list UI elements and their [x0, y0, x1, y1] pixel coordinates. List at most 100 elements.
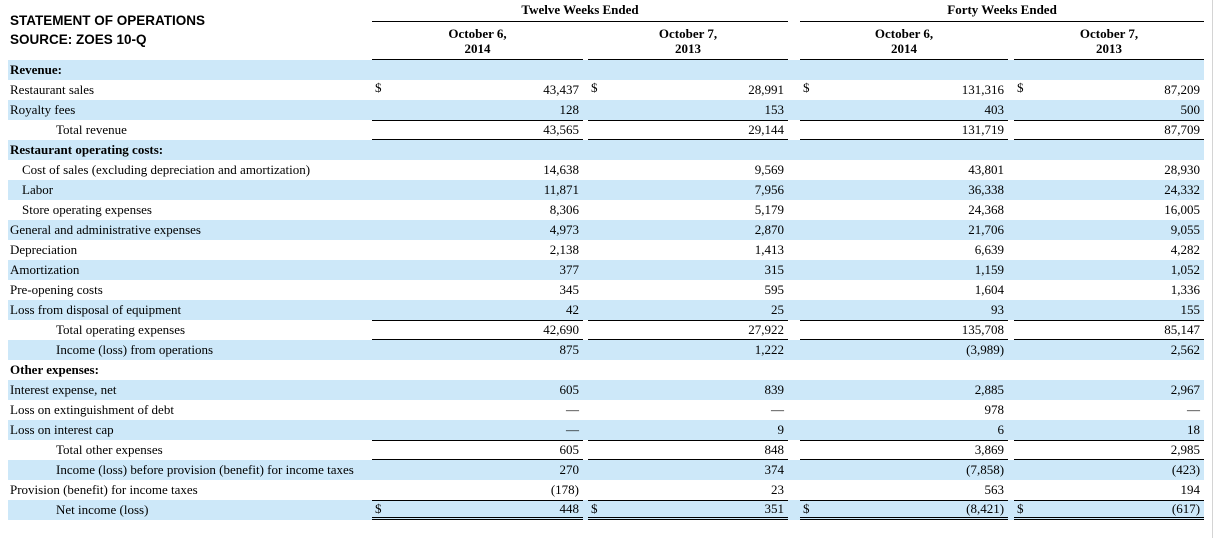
cell-value: 1,052 — [1170, 262, 1201, 277]
value-cell: 595 — [588, 280, 788, 300]
spacer-cell — [1008, 460, 1015, 480]
table-row: Depreciation 2,138 1,413 6,639 4,282 — [8, 240, 1204, 260]
value-cell: 42,690 — [372, 320, 583, 340]
cell-value: 135,708 — [961, 322, 1005, 337]
value-cell — [1014, 60, 1205, 80]
cell-value: 153 — [764, 102, 785, 117]
date-line: 2013 — [1096, 41, 1123, 56]
table-row: Loss from disposal of equipment 42 25 93 155 — [8, 300, 1205, 320]
row-label: Loss from disposal of equipment — [8, 300, 372, 320]
table-row: Interest expense, net 605 839 2,885 2,967 — [8, 380, 1205, 400]
row-label: Net income (loss) — [8, 500, 372, 520]
table-row: General and administrative expenses 4,973… — [8, 220, 1205, 240]
table-row: Store operating expenses 8,306 5,179 24,368… — [8, 200, 1204, 220]
table-row: Net income (loss) $448 $351 $ (8,421) $ (617) — [8, 500, 1205, 520]
dollar-sign: $ — [803, 501, 810, 516]
cell-value: 500 — [1180, 102, 1201, 117]
value-cell: $351 — [588, 500, 789, 520]
value-cell: 4,973 — [372, 220, 583, 240]
row-label: Interest expense, net — [8, 380, 372, 400]
row-label: Cost of sales (excluding depreciation an… — [22, 162, 311, 177]
cell-value: (617) — [1171, 501, 1201, 516]
value-cell: 2,870 — [588, 220, 789, 240]
cell-value: 36,338 — [968, 182, 1005, 197]
cell-value: 403 — [984, 102, 1005, 117]
spacer-cell — [1008, 380, 1015, 400]
spacer-cell — [1008, 260, 1015, 280]
cell-value: 87,709 — [1164, 122, 1201, 137]
cell-value: 194 — [1180, 482, 1201, 497]
cell-value: 6,639 — [974, 242, 1005, 257]
spacer-cell — [583, 380, 588, 400]
value-cell: 374 — [588, 460, 789, 480]
group-gap-cell — [788, 360, 800, 380]
group-gap-cell — [788, 480, 800, 500]
value-cell: — — [588, 400, 788, 420]
value-cell: 28,930 — [1014, 160, 1204, 180]
date-line: October 6, — [874, 26, 934, 41]
cell-value: 7,956 — [754, 182, 785, 197]
table-row: Cost of sales (excluding depreciation an… — [8, 160, 1204, 180]
dollar-sign: $ — [803, 80, 810, 95]
row-label: Restaurant sales — [10, 82, 95, 97]
cell-value: 43,801 — [968, 162, 1005, 177]
statement-table-body: Revenue: Restaurant sales $43,437 $28,991 $1… — [8, 60, 1205, 520]
table-row: Restaurant operating costs: — [8, 140, 1205, 160]
value-cell: 24,368 — [800, 200, 1008, 220]
value-cell: 87,709 — [1014, 120, 1205, 140]
value-cell: $ (617) — [1014, 500, 1205, 520]
value-cell: — — [1014, 400, 1204, 420]
value-cell: 43,565 — [372, 120, 583, 140]
value-cell: $28,991 — [588, 80, 788, 100]
row-label: Total operating expenses — [56, 322, 186, 337]
cell-value: — — [566, 422, 579, 437]
value-cell: 24,332 — [1014, 180, 1205, 200]
cell-value: 2,985 — [1170, 442, 1201, 457]
cell-value: 24,368 — [968, 202, 1005, 217]
col-group-forty-weeks: Forty Weeks Ended — [800, 0, 1205, 22]
group-gap-cell — [788, 80, 800, 100]
value-cell: 135,708 — [800, 320, 1009, 340]
cell-value: 2,138 — [549, 242, 579, 257]
cell-value: 595 — [764, 282, 785, 297]
value-cell: 7,956 — [588, 180, 789, 200]
value-cell: 978 — [800, 400, 1008, 420]
spacer-cell — [583, 500, 588, 520]
date-line: 2013 — [675, 41, 702, 56]
group-gap-cell — [788, 120, 800, 140]
group-gap-cell — [788, 300, 801, 320]
cell-value: 43,565 — [543, 122, 579, 137]
group-gap-cell — [788, 280, 800, 300]
col-header-twelve-2013: October 7, 2013 — [588, 22, 789, 60]
value-cell: 14,638 — [372, 160, 583, 180]
cell-value: 25 — [771, 302, 785, 317]
spacer-cell — [583, 140, 588, 160]
cell-value: — — [771, 402, 785, 417]
table-row: Total operating expenses 42,690 27,922 135,… — [8, 320, 1205, 340]
value-cell: 605 — [372, 440, 583, 460]
value-cell: 43,801 — [800, 160, 1008, 180]
cell-value: 85,147 — [1164, 322, 1201, 337]
value-cell: 155 — [1014, 300, 1205, 320]
spacer-cell — [583, 300, 588, 320]
group-gap-cell — [788, 400, 800, 420]
table-row: Other expenses: — [8, 360, 1204, 380]
value-cell: 29,144 — [588, 120, 789, 140]
spacer-cell — [1008, 300, 1015, 320]
cell-value: 875 — [559, 342, 580, 357]
value-cell — [1014, 360, 1204, 380]
table-row: Total revenue 43,565 29,144 131,719 87,709 — [8, 120, 1205, 140]
date-line: October 6, — [448, 26, 507, 41]
value-cell: 875 — [372, 340, 583, 360]
value-cell: 2,967 — [1014, 380, 1205, 400]
value-cell: 605 — [372, 380, 583, 400]
value-cell: 11,871 — [372, 180, 583, 200]
cell-value: 128 — [559, 102, 580, 117]
value-cell: 1,336 — [1014, 280, 1204, 300]
cell-value: 1,604 — [974, 282, 1005, 297]
cell-value: 9,055 — [1170, 222, 1201, 237]
col-header-forty-2014: October 6, 2014 — [800, 22, 1009, 60]
value-cell: 1,413 — [588, 240, 788, 260]
date-line: 2014 — [464, 41, 491, 56]
cell-value: 18 — [1187, 422, 1201, 437]
